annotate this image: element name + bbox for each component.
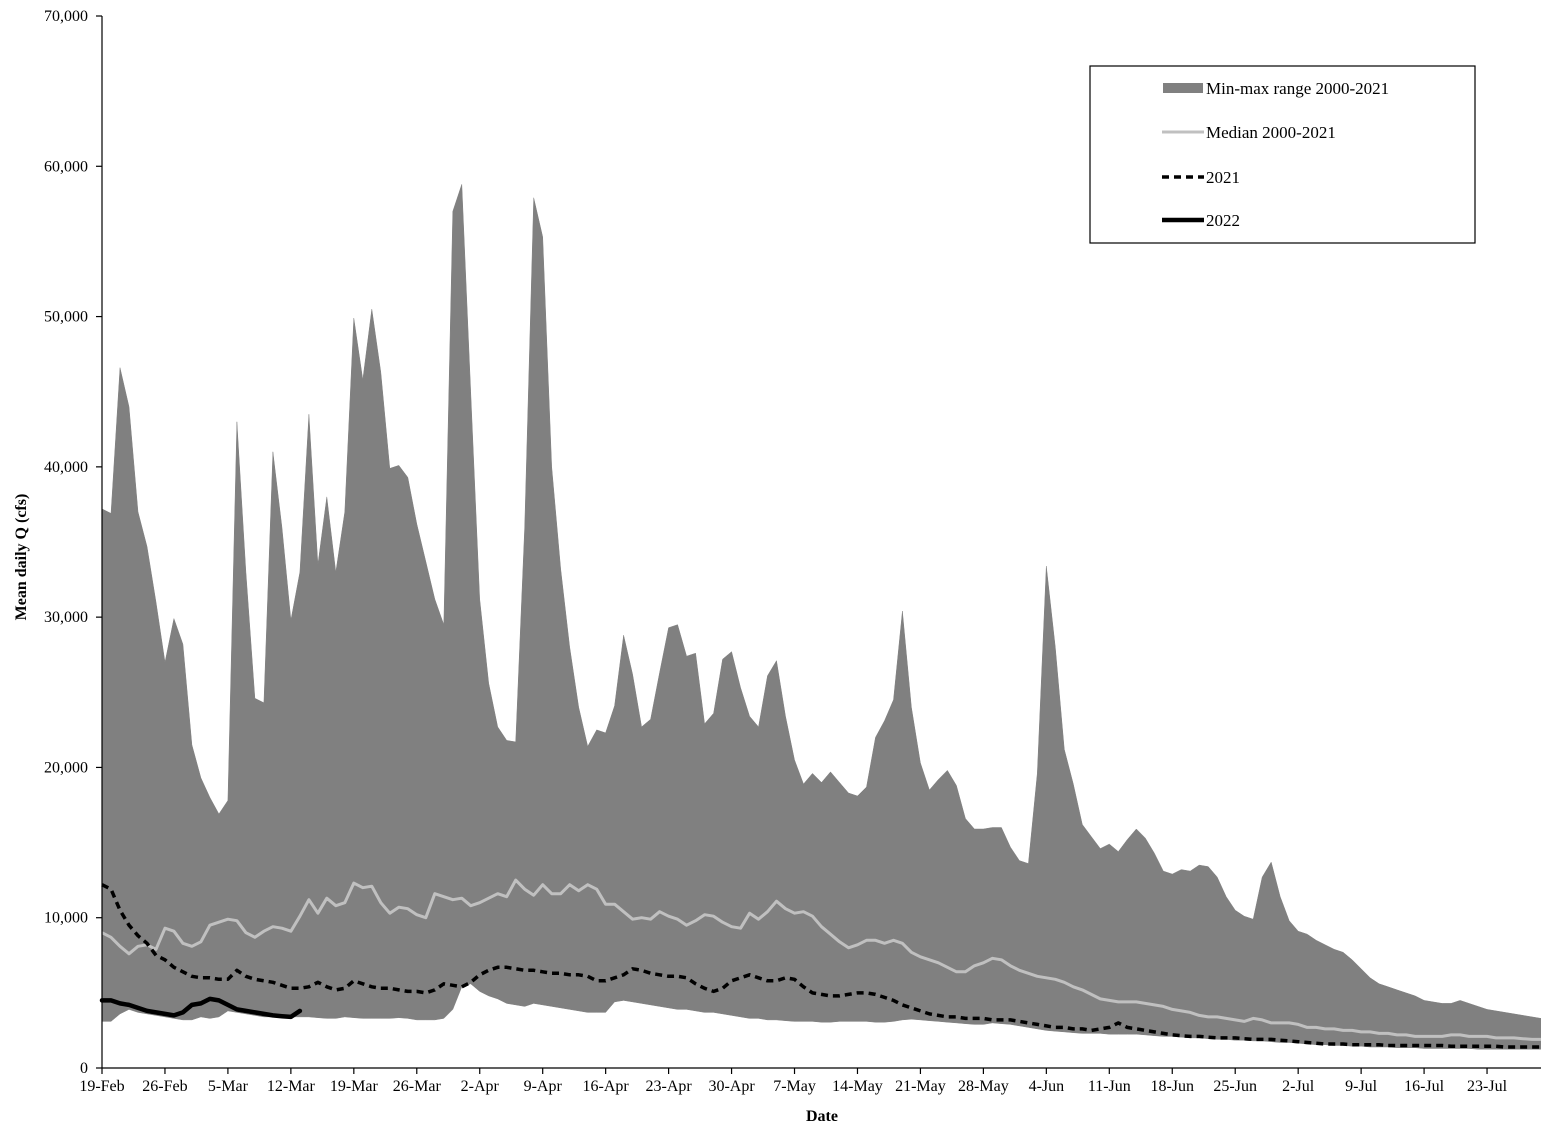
x-axis-title: Date: [806, 1108, 838, 1125]
x-tick-label: 4-Jun: [1029, 1078, 1065, 1095]
y-tick-label: 70,000: [44, 8, 88, 25]
x-tick-label: 26-Feb: [142, 1078, 187, 1095]
x-tick-label: 18-Jun: [1150, 1078, 1194, 1095]
x-tick-label: 9-Jul: [1345, 1078, 1378, 1095]
y-tick-label: 20,000: [44, 759, 88, 776]
x-tick-label: 11-Jun: [1088, 1078, 1131, 1095]
x-tick-label: 16-Apr: [583, 1078, 630, 1095]
legend-label-median: Median 2000-2021: [1206, 123, 1336, 142]
x-tick-label: 2-Jul: [1282, 1078, 1315, 1095]
x-tick-label: 19-Feb: [79, 1078, 124, 1095]
x-tick-label: 25-Jun: [1213, 1078, 1257, 1095]
series-2022-line: [99, 996, 303, 1020]
y-tick-label: 10,000: [44, 910, 88, 927]
x-tick-label: 2-Apr: [461, 1078, 500, 1095]
x-tick-label: 5-Mar: [208, 1078, 249, 1095]
min-max-range-area: [101, 184, 1541, 1050]
x-tick-label: 23-Jul: [1467, 1078, 1508, 1095]
x-tick-label: 7-May: [773, 1078, 816, 1095]
x-tick-label: 12-Mar: [267, 1078, 316, 1095]
x-tick-label: 23-Apr: [645, 1078, 692, 1095]
y-tick-label: 0: [80, 1060, 88, 1077]
tick-labels: 0 10,000 20,000 30,000 40,000 50,000 60,000 70,…: [44, 8, 1508, 1095]
legend-label-2022: 2022: [1206, 211, 1240, 230]
series-2021-line: [101, 883, 1541, 1049]
series-lines: [99, 878, 1541, 1049]
legend-label-2021: 2021: [1206, 168, 1240, 187]
legend-swatch-range: [1163, 83, 1203, 93]
x-tick-label: 26-Mar: [393, 1078, 442, 1095]
x-tick-label: 16-Jul: [1404, 1078, 1445, 1095]
x-tick-label: 9-Apr: [524, 1078, 563, 1095]
x-tick-label: 19-Mar: [330, 1078, 379, 1095]
series-median-line: [101, 878, 1541, 1041]
y-tick-label: 40,000: [44, 459, 88, 476]
y-tick-label: 60,000: [44, 158, 88, 175]
y-tick-label: 30,000: [44, 609, 88, 626]
y-axis-title: Mean daily Q (cfs): [13, 494, 30, 621]
y-tick-label: 50,000: [44, 309, 88, 326]
legend: Min-max range 2000-2021 Median 2000-2021…: [1089, 65, 1476, 244]
x-tick-label: 21-May: [895, 1078, 946, 1095]
axes: [96, 15, 1541, 1074]
legend-label-range: Min-max range 2000-2021: [1206, 79, 1389, 98]
legend-box: [1089, 65, 1476, 244]
x-tick-label: 28-May: [958, 1078, 1009, 1095]
x-tick-label: 14-May: [832, 1078, 883, 1095]
x-tick-label: 30-Apr: [708, 1078, 755, 1095]
min-max-range-polygon: [101, 184, 1541, 1050]
